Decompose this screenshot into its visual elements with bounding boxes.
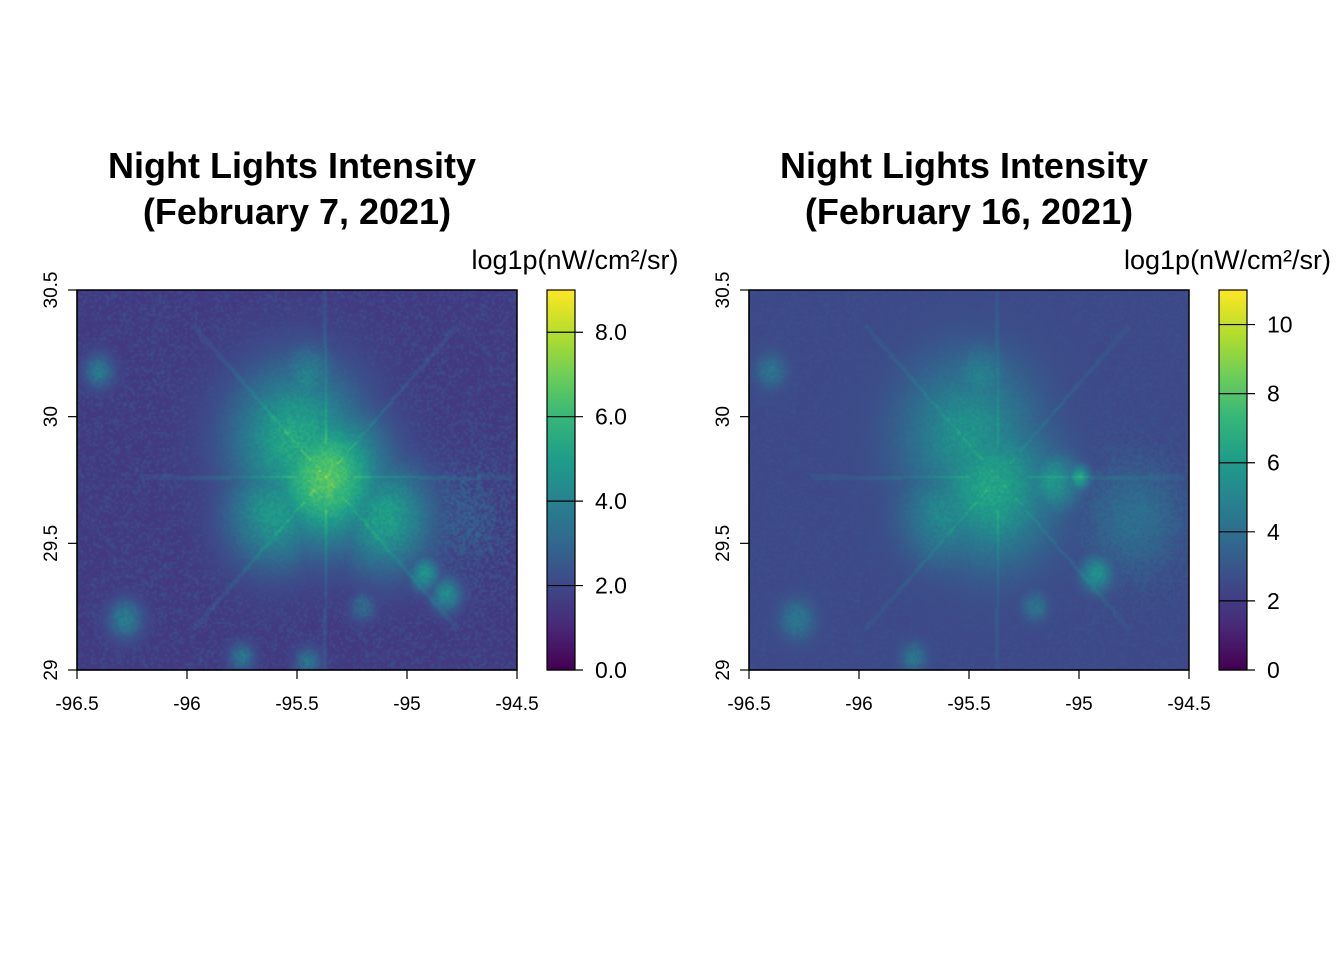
panel-2-y-tick-label: 29.5 [713, 525, 734, 562]
panel-1-colorbar-tick-label: 6.0 [595, 404, 627, 430]
panel-1-y-tick-label: 29 [41, 659, 62, 680]
panel-1-colorbar-tick-label: 8.0 [595, 319, 627, 345]
panel-1-x-tick-label: -95.5 [275, 694, 318, 715]
panel-1-x-axis: -96.5 -96 -95.5 -95 -94.5 [55, 669, 539, 715]
panel-2-title-line-2: (February 16, 2021) [805, 191, 1133, 232]
panel-1-colorbar-tick-label: 4.0 [595, 488, 627, 514]
panel-2-x-tick-label: -94.5 [1167, 694, 1210, 715]
panel-feb-7: Night Lights Intensity (February 7, 2021… [41, 145, 679, 715]
panel-1-legend-title: log1p(nW/cm²/sr) [471, 245, 678, 275]
panel-1-title-line-2: (February 7, 2021) [143, 191, 451, 232]
panel-2-colorbar-ticks: 0 2 4 6 8 10 [1219, 312, 1293, 683]
panel-2-y-tick-label: 30 [713, 406, 734, 427]
panel-1-x-tick-label: -94.5 [495, 694, 538, 715]
panel-2-colorbar-tick-label: 8 [1267, 381, 1280, 407]
panel-2-colorbar-gradient [1219, 290, 1247, 670]
panel-1-x-tick-label: -96.5 [55, 694, 98, 715]
panel-2-colorbar-frame [1218, 289, 1248, 671]
panel-1-colorbar-frame [546, 289, 576, 671]
panel-1-y-axis: 29 29.5 30 30.5 [41, 272, 78, 681]
panel-1-y-tick-label: 30.5 [41, 272, 62, 309]
panel-2-x-tick-label: -96 [845, 694, 872, 715]
panel-1-title-line-1: Night Lights Intensity [108, 145, 476, 186]
panel-2-colorbar-tick-label: 0 [1267, 657, 1280, 683]
panel-2-y-tick-label: 30.5 [713, 272, 734, 309]
panel-2-x-tick-label: -96.5 [727, 694, 770, 715]
panel-1-x-tick-label: -96 [173, 694, 200, 715]
panel-1-colorbar-gradient [547, 290, 575, 670]
panel-1-x-tick-label: -95 [393, 694, 420, 715]
panel-2-night-lights-raster [749, 290, 1189, 670]
panel-1-colorbar-tick-label: 0.0 [595, 657, 627, 683]
panel-2-title-line-1: Night Lights Intensity [780, 145, 1148, 186]
panel-2-colorbar-tick-label: 10 [1267, 312, 1293, 338]
panel-2-y-tick-label: 29 [713, 659, 734, 680]
panel-2-colorbar-tick-label: 4 [1267, 519, 1280, 545]
panel-1-night-lights-raster [77, 290, 517, 670]
panel-2-y-axis: 29 29.5 30 30.5 [713, 272, 750, 681]
panel-1-colorbar-tick-label: 2.0 [595, 573, 627, 599]
panel-2-x-tick-label: -95.5 [947, 694, 990, 715]
panel-2-legend-title: log1p(nW/cm²/sr) [1124, 245, 1331, 275]
panel-2-colorbar-tick-label: 6 [1267, 450, 1280, 476]
panel-2-colorbar-tick-label: 2 [1267, 588, 1280, 614]
panel-2-x-tick-label: -95 [1065, 694, 1092, 715]
panel-feb-16: Night Lights Intensity (February 16, 202… [713, 145, 1331, 715]
panel-1-y-tick-label: 29.5 [41, 525, 62, 562]
panel-2-x-axis: -96.5 -96 -95.5 -95 -94.5 [727, 669, 1211, 715]
panel-1-y-tick-label: 30 [41, 406, 62, 427]
